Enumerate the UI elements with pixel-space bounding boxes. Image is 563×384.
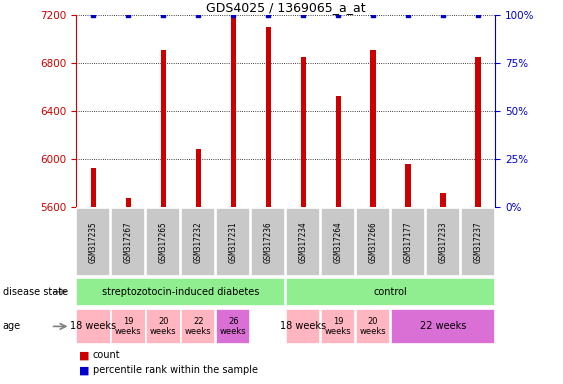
Point: [159, 12, 168, 18]
Bar: [231, 15, 236, 207]
Bar: [356, 208, 390, 276]
Title: GDS4025 / 1369065_a_at: GDS4025 / 1369065_a_at: [206, 1, 365, 14]
Bar: [77, 208, 110, 276]
Text: 22
weeks: 22 weeks: [185, 317, 212, 336]
Text: 22 weeks: 22 weeks: [420, 321, 466, 331]
Bar: [356, 309, 390, 344]
Point: [473, 12, 482, 18]
Text: count: count: [93, 350, 120, 360]
Bar: [405, 164, 410, 207]
Bar: [370, 50, 376, 207]
Point: [404, 12, 413, 18]
Text: 18 weeks: 18 weeks: [70, 321, 117, 331]
Bar: [77, 278, 285, 306]
Text: control: control: [374, 287, 408, 297]
Bar: [146, 208, 180, 276]
Text: ■: ■: [79, 366, 90, 376]
Point: [89, 12, 98, 18]
Text: ■: ■: [79, 350, 90, 360]
Text: GSM317264: GSM317264: [334, 221, 343, 263]
Text: GSM317234: GSM317234: [299, 221, 308, 263]
Text: 20
weeks: 20 weeks: [360, 317, 386, 336]
Text: GSM317233: GSM317233: [439, 221, 448, 263]
Text: GSM317235: GSM317235: [89, 221, 98, 263]
Text: 18 weeks: 18 weeks: [280, 321, 327, 331]
Bar: [181, 208, 215, 276]
Point: [299, 12, 308, 18]
Bar: [111, 309, 146, 344]
Point: [439, 12, 448, 18]
Text: GSM317177: GSM317177: [404, 221, 413, 263]
Bar: [266, 27, 271, 207]
Bar: [475, 57, 481, 207]
Bar: [181, 309, 216, 344]
Bar: [440, 193, 446, 207]
Text: GSM317237: GSM317237: [473, 221, 482, 263]
Text: GSM317266: GSM317266: [369, 221, 378, 263]
Bar: [111, 208, 145, 276]
Bar: [336, 96, 341, 207]
Point: [194, 12, 203, 18]
Bar: [426, 208, 460, 276]
Bar: [251, 208, 285, 276]
Bar: [216, 208, 250, 276]
Bar: [146, 309, 181, 344]
Point: [369, 12, 378, 18]
Text: streptozotocin-induced diabetes: streptozotocin-induced diabetes: [102, 287, 260, 297]
Bar: [286, 208, 320, 276]
Text: age: age: [3, 321, 21, 331]
Bar: [301, 57, 306, 207]
Bar: [321, 208, 355, 276]
Text: GSM317232: GSM317232: [194, 221, 203, 263]
Text: 20
weeks: 20 weeks: [150, 317, 177, 336]
Bar: [286, 278, 495, 306]
Bar: [91, 168, 96, 207]
Text: GSM317267: GSM317267: [124, 221, 133, 263]
Text: percentile rank within the sample: percentile rank within the sample: [93, 366, 258, 376]
Bar: [161, 50, 166, 207]
Bar: [196, 149, 201, 207]
Text: GSM317231: GSM317231: [229, 221, 238, 263]
Bar: [126, 198, 131, 207]
Bar: [216, 309, 251, 344]
Bar: [461, 208, 495, 276]
Point: [263, 12, 272, 18]
Point: [229, 12, 238, 18]
Text: disease state: disease state: [3, 287, 68, 297]
Bar: [391, 309, 495, 344]
Bar: [321, 309, 355, 344]
Text: 19
weeks: 19 weeks: [115, 317, 142, 336]
Text: GSM317265: GSM317265: [159, 221, 168, 263]
Point: [124, 12, 133, 18]
Point: [334, 12, 343, 18]
Text: GSM317236: GSM317236: [263, 221, 272, 263]
Text: 19
weeks: 19 weeks: [325, 317, 351, 336]
Bar: [77, 309, 110, 344]
Bar: [286, 309, 320, 344]
Text: 26
weeks: 26 weeks: [220, 317, 247, 336]
Bar: [391, 208, 425, 276]
